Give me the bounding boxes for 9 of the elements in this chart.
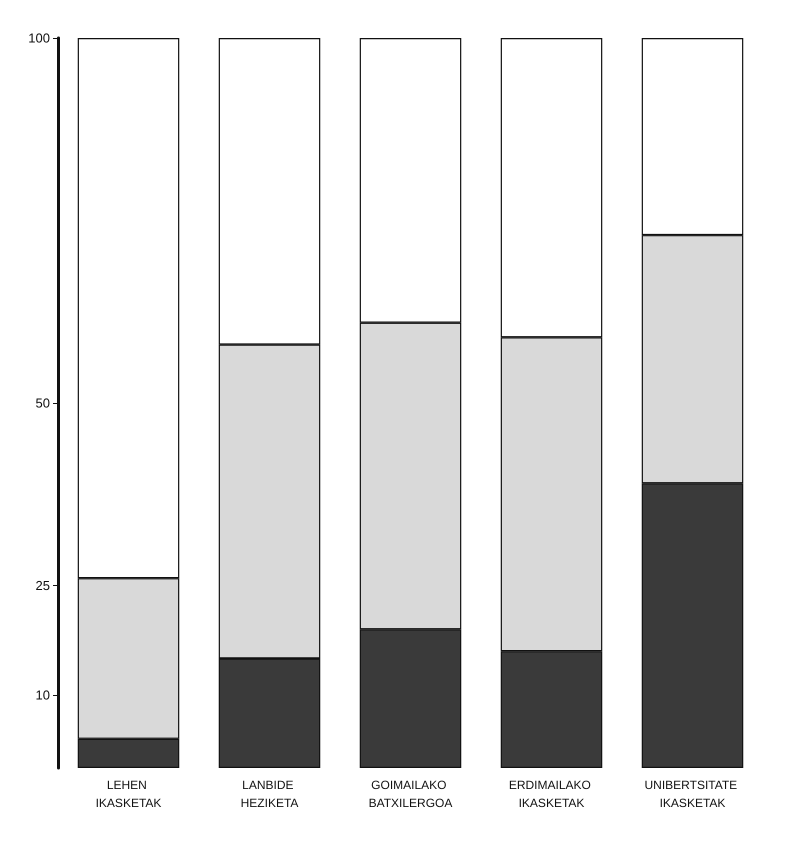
y-tick-label: 100 — [28, 30, 50, 46]
y-tick-label: 25 — [36, 578, 50, 593]
y-tick-label: 10 — [36, 688, 50, 702]
x-tick-label: LEHEN IKASKETAK — [96, 778, 162, 810]
x-tick-label: GOIMAILAKO BATXILERGOA — [368, 778, 452, 810]
x-tick-label: LANBIDE HEZIKETA — [240, 778, 298, 810]
y-tick-label: 50 — [36, 396, 50, 410]
x-tick-label: ERDIMAILAKO IKASKETAK — [508, 778, 594, 810]
x-tick-label: UNIBERTSITATE IKASKETAK — [644, 778, 741, 810]
